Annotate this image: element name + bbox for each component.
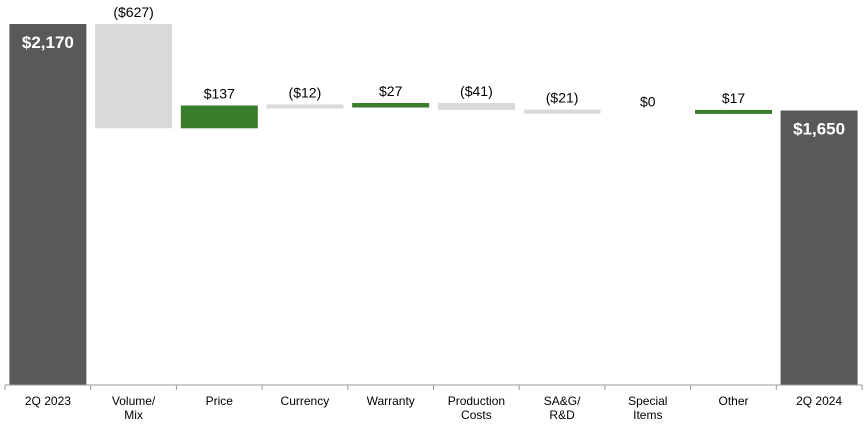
category-label: SA&G/R&D: [544, 394, 581, 422]
bar-2q-2023: [9, 24, 87, 385]
bar-volume-mix: [95, 24, 173, 129]
bar-currency: [266, 104, 344, 109]
value-label: $1,650: [793, 120, 845, 139]
value-label: $27: [379, 83, 403, 99]
bar-sa-g-r-d: [523, 109, 601, 114]
value-label: $17: [722, 90, 746, 106]
value-label: ($41): [460, 83, 493, 99]
category-label: Other: [718, 394, 748, 408]
value-label: $0: [640, 93, 656, 109]
category-label: Volume/Mix: [112, 394, 156, 422]
bar-2q-2024: [780, 110, 858, 385]
category-label: Production Costs: [448, 394, 505, 422]
bar-price: [180, 105, 258, 129]
value-label: ($12): [289, 85, 322, 101]
value-label: ($627): [113, 4, 153, 20]
bar-warranty: [352, 103, 430, 108]
value-label: ($21): [546, 90, 579, 106]
x-axis: 2Q 2023 Volume/Mix Price Currency Warranty Pr…: [4, 384, 863, 422]
bars-layer: [9, 24, 858, 385]
category-label: Warranty: [367, 394, 415, 408]
value-label: $137: [204, 86, 235, 102]
category-label: Price: [206, 394, 234, 408]
bar-other: [695, 109, 772, 114]
value-label: $2,170: [22, 33, 74, 52]
category-label: Currency: [281, 394, 330, 408]
bar-production-costs: [437, 103, 515, 110]
category-label: 2Q 2023: [25, 394, 71, 408]
category-label: 2Q 2024: [796, 394, 842, 408]
value-labels-layer: $2,170 ($627) $137 ($12) $27 ($41) ($21) $0 $17 $…: [22, 4, 845, 139]
category-label: Special Items: [628, 394, 667, 422]
